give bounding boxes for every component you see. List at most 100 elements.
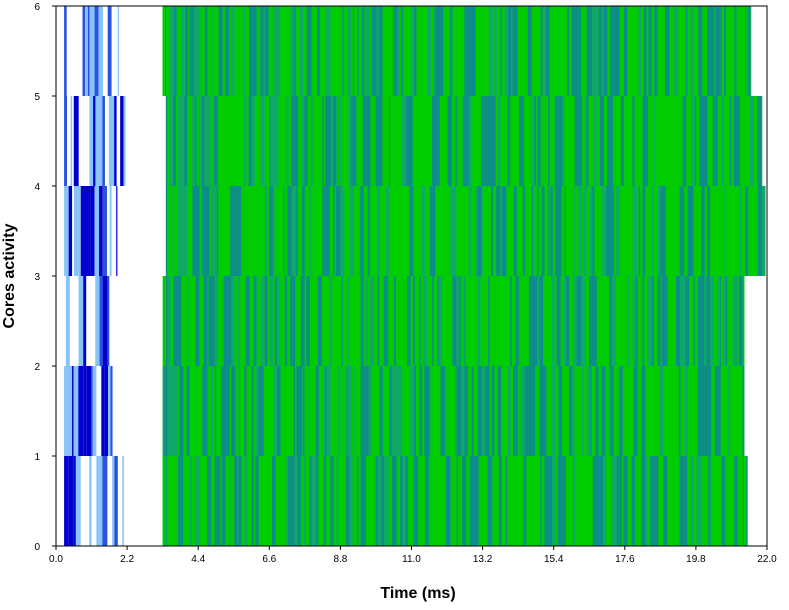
- core-2-phase2-activity-bar: [236, 366, 239, 456]
- core-5-phase2-activity-bar: [562, 96, 565, 186]
- core-6-phase2-activity-bar: [540, 6, 543, 96]
- core-3-phase2-activity-bar: [537, 276, 540, 366]
- core-2-phase2-activity-bar: [296, 366, 299, 456]
- core-2-phase2-activity-bar: [184, 366, 187, 456]
- core-3-phase1-activity-bar: [107, 276, 110, 366]
- core-5-phase2-activity-bar: [286, 96, 289, 186]
- core-3-phase2-activity-bar: [454, 276, 457, 366]
- core-4-phase2-activity-bar: [604, 186, 607, 276]
- core-3-phase2-activity-bar: [470, 276, 473, 366]
- core-1-phase2-activity-bar: [443, 456, 445, 546]
- core-1-phase2-activity-bar: [538, 456, 541, 546]
- core-5-phase2-activity-bar: [749, 96, 755, 186]
- core-2-phase2-activity-bar: [322, 366, 326, 456]
- core-6-phase2-activity-bar: [433, 6, 436, 96]
- core-1-phase2-activity-bar: [589, 456, 593, 546]
- core-4-phase2-activity-bar: [451, 186, 457, 276]
- core-2-phase2-activity-bar: [253, 366, 256, 456]
- core-4-phase1-activity-bar: [80, 186, 84, 276]
- core-4-phase2-activity-bar: [583, 186, 587, 276]
- core-2-phase2-activity-bar: [386, 366, 390, 456]
- core-6-phase2-activity-bar: [268, 6, 274, 96]
- core-4-phase2-activity-bar: [175, 186, 178, 276]
- core-5-phase2-activity-bar: [206, 96, 211, 186]
- core-4-phase2-activity-bar: [435, 186, 438, 276]
- core-2-phase2-activity-bar: [567, 366, 569, 456]
- core-3-phase2-activity-bar: [192, 276, 196, 366]
- core-3-phase2-activity-bar: [651, 276, 654, 366]
- core-4-phase2-activity-bar: [415, 186, 419, 276]
- core-5-phase2-activity-bar: [717, 96, 721, 186]
- core-5-phase2-activity-bar: [282, 96, 287, 186]
- core-3-phase2-activity-bar: [660, 276, 662, 366]
- core-6-phase2-activity-bar: [274, 6, 278, 96]
- core-1-phase2-activity-bar: [611, 456, 613, 546]
- core-5-phase2-activity-bar: [293, 96, 299, 186]
- core-1-phase2-activity-bar: [474, 456, 478, 546]
- core-3-phase2-activity-bar: [638, 276, 641, 366]
- core-5-phase2-activity-bar: [370, 96, 373, 186]
- core-5-phase2-activity-bar: [440, 96, 445, 186]
- core-4-phase2-activity-bar: [606, 186, 610, 276]
- core-6-phase2-activity-bar: [475, 6, 478, 96]
- core-4-phase2-activity-bar: [544, 186, 549, 276]
- core-1-phase2-activity-bar: [364, 456, 367, 546]
- core-6-phase2-activity-bar: [494, 6, 497, 96]
- core-6-phase2-activity-bar: [669, 6, 673, 96]
- core-5-phase2-activity-bar: [288, 96, 292, 186]
- core-5-phase2-activity-bar: [707, 96, 709, 186]
- core-2-phase1-activity-bar: [101, 366, 105, 456]
- core-1-phase2-activity-bar: [431, 456, 433, 546]
- core-4-phase2-activity-bar: [537, 186, 539, 276]
- core-5-phase2-activity-bar: [233, 96, 237, 186]
- core-2-phase2-activity-bar: [445, 366, 450, 456]
- core-2-phase2-activity-bar: [524, 366, 529, 456]
- core-1-phase1-activity-bar: [96, 456, 100, 546]
- core-3-phase2-activity-bar: [173, 276, 178, 366]
- core-5-phase2-activity-bar: [322, 96, 324, 186]
- core-4-phase2-activity-bar: [297, 186, 302, 276]
- core-2-phase2-activity-bar: [630, 366, 634, 456]
- core-2-phase1-activity-bar: [86, 366, 92, 456]
- core-6-phase2-activity-bar: [242, 6, 246, 96]
- core-2-phase2-activity-bar: [468, 366, 472, 456]
- core-3-phase2-activity-bar: [276, 276, 281, 366]
- core-4-phase2-activity-bar: [621, 186, 626, 276]
- core-4-phase2-activity-bar: [291, 186, 296, 276]
- core-1-phase2-activity-bar: [634, 456, 637, 546]
- core-1-phase1-activity-bar: [112, 456, 115, 546]
- core-4-phase2-activity-bar: [314, 186, 319, 276]
- core-4-phase2-activity-bar: [628, 186, 631, 276]
- core-3-phase2-activity-bar: [292, 276, 296, 366]
- core-3-phase2-activity-bar: [594, 276, 597, 366]
- core-3-phase2-activity-bar: [693, 276, 695, 366]
- core-4-phase1-activity-bar: [88, 186, 91, 276]
- core-2-phase2-activity-bar: [207, 366, 211, 456]
- core-4-phase2-activity-bar: [506, 186, 511, 276]
- core-1-phase1-activity-bar: [68, 456, 74, 546]
- core-5-phase2-activity-bar: [739, 96, 743, 186]
- core-3-phase2-activity-bar: [377, 276, 380, 366]
- core-3-phase2-activity-bar: [489, 276, 493, 366]
- core-4-phase2-activity-bar: [205, 186, 210, 276]
- core-5-phase2-activity-bar: [390, 96, 394, 186]
- core-3-phase2-activity-bar: [742, 276, 744, 366]
- core-1-phase2-activity-bar: [356, 456, 359, 546]
- core-6-phase2-activity-bar: [263, 6, 265, 96]
- core-3-phase2-activity-bar: [332, 276, 335, 366]
- core-5-phase2-activity-bar: [712, 96, 715, 186]
- core-2-phase2-activity-bar: [179, 366, 184, 456]
- core-6-phase2-activity-bar: [371, 6, 374, 96]
- core-5-phase1-activity-bar: [123, 96, 126, 186]
- core-6-phase2-activity-bar: [166, 6, 170, 96]
- core-6-phase2-activity-bar: [362, 6, 364, 96]
- core-1-phase2-activity-bar: [262, 456, 266, 546]
- core-6-phase2-activity-bar: [401, 6, 404, 96]
- core-1-phase2-activity-bar: [704, 456, 709, 546]
- core-2-phase2-activity-bar: [693, 366, 698, 456]
- core-1-phase2-activity-bar: [381, 456, 385, 546]
- core-3-phase2-activity-bar: [576, 276, 580, 366]
- core-5-phase2-activity-bar: [699, 96, 704, 186]
- core-2-phase2-activity-bar: [267, 366, 271, 456]
